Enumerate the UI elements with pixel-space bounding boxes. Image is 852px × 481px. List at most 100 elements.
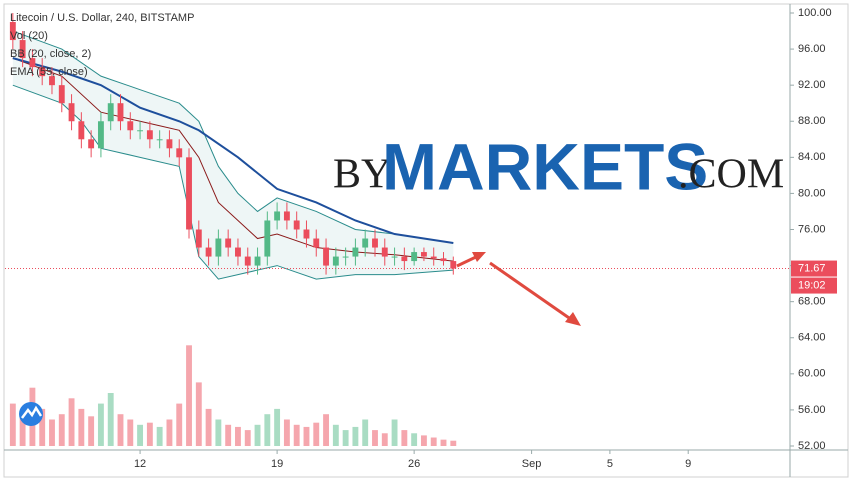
- candle-body: [137, 130, 144, 132]
- watermark-by: BY: [333, 152, 391, 198]
- volume-bar: [352, 426, 359, 446]
- candle-body: [9, 22, 16, 41]
- countdown-label: 19:02: [798, 279, 826, 291]
- y-tick-label: 88.00: [798, 115, 826, 127]
- volume-bar: [323, 414, 329, 446]
- chart-title: Litecoin / U.S. Dollar, 240, BITSTAMP: [10, 12, 194, 24]
- volume-bar: [127, 419, 134, 446]
- candle-body: [303, 229, 310, 239]
- volume-bar: [78, 408, 85, 446]
- y-tick-label: 52.00: [798, 440, 826, 452]
- logo-glyph: [21, 405, 43, 419]
- candle-body: [401, 256, 408, 262]
- volume-bar: [430, 437, 437, 446]
- logo: [19, 402, 43, 426]
- candle-body: [78, 121, 85, 140]
- volume-bar: [117, 414, 124, 446]
- candle-body: [205, 247, 212, 257]
- candle-body: [313, 238, 320, 248]
- last-price-box: [791, 260, 837, 277]
- candle-body: [146, 130, 153, 140]
- candle-body: [254, 256, 261, 266]
- volume-bar: [225, 424, 232, 446]
- volume-bar: [391, 419, 398, 446]
- candle-body: [235, 247, 241, 257]
- volume-bar: [186, 345, 192, 446]
- watermark: BY MARKETS .COM: [333, 129, 784, 203]
- volume-bar: [97, 403, 104, 446]
- volume-bar: [254, 424, 261, 446]
- watermark-markets: MARKETS: [382, 129, 708, 203]
- y-tick-label: 92.00: [798, 79, 826, 91]
- indicator-label: EMA (55, close): [10, 66, 88, 78]
- volume-bar: [440, 439, 447, 446]
- volume-bar: [19, 414, 26, 446]
- y-tick-label: 100.00: [798, 7, 832, 19]
- volume-bar: [313, 422, 320, 446]
- arrow: [489, 261, 573, 322]
- volume-bar: [332, 424, 339, 446]
- candle-body: [88, 139, 95, 149]
- candle-body: [58, 85, 65, 104]
- candle-body: [176, 148, 183, 158]
- volume-bar: [362, 419, 369, 446]
- arrows: [456, 252, 581, 326]
- x-tick-label: 9: [685, 458, 691, 470]
- candle-body: [332, 256, 339, 266]
- volume-bar: [303, 426, 310, 446]
- volume-bar: [215, 419, 222, 446]
- y-tick-label: 68.00: [798, 296, 826, 308]
- band-fill: [12, 31, 454, 280]
- volume-bar: [420, 435, 427, 446]
- candle-body: [117, 103, 124, 122]
- volume-bar: [146, 422, 153, 446]
- candle-body: [195, 229, 202, 248]
- candle-body: [264, 220, 271, 257]
- candle-body: [127, 121, 134, 131]
- candle-body: [420, 252, 427, 257]
- volume-bar: [235, 426, 241, 446]
- volume-bar: [58, 414, 65, 446]
- x-tick-label: 12: [134, 458, 146, 470]
- candle-body: [450, 261, 457, 269]
- indicator-line: [12, 84, 454, 280]
- volume-bar: [156, 426, 163, 446]
- volume-bar: [176, 403, 183, 446]
- x-tick-label: 5: [607, 458, 613, 470]
- indicator-line: [12, 30, 454, 244]
- candle-body: [391, 256, 398, 258]
- arrow-head: [565, 312, 581, 326]
- volume-bar: [68, 398, 75, 446]
- candle-body: [274, 211, 281, 221]
- candle-body: [166, 139, 173, 149]
- candle-body: [381, 247, 388, 257]
- volume-bar: [264, 414, 271, 446]
- candle-body: [49, 76, 55, 86]
- volume-bar: [274, 408, 281, 446]
- candle-body: [29, 58, 36, 68]
- candle-body: [19, 40, 26, 59]
- volume-bar: [166, 419, 173, 446]
- arrow: [456, 254, 479, 268]
- candle-body: [186, 157, 192, 230]
- volume-bar: [9, 403, 16, 446]
- indicator-label: Vol (20): [10, 30, 48, 42]
- volume-bar: [39, 408, 46, 446]
- candle-body: [156, 139, 163, 141]
- candle-body: [352, 247, 359, 257]
- candle-body: [411, 252, 418, 262]
- candle-body: [68, 103, 75, 122]
- y-tick-label: 64.00: [798, 332, 826, 344]
- candle-body: [107, 103, 114, 122]
- candle-body: [440, 258, 447, 262]
- volume-bar: [88, 416, 95, 446]
- volume-bar: [411, 433, 418, 446]
- y-tick-label: 76.00: [798, 223, 826, 235]
- volume-bar: [293, 424, 300, 446]
- volume-bar: [195, 382, 202, 446]
- volume-bar: [205, 408, 212, 446]
- candle-body: [342, 256, 349, 258]
